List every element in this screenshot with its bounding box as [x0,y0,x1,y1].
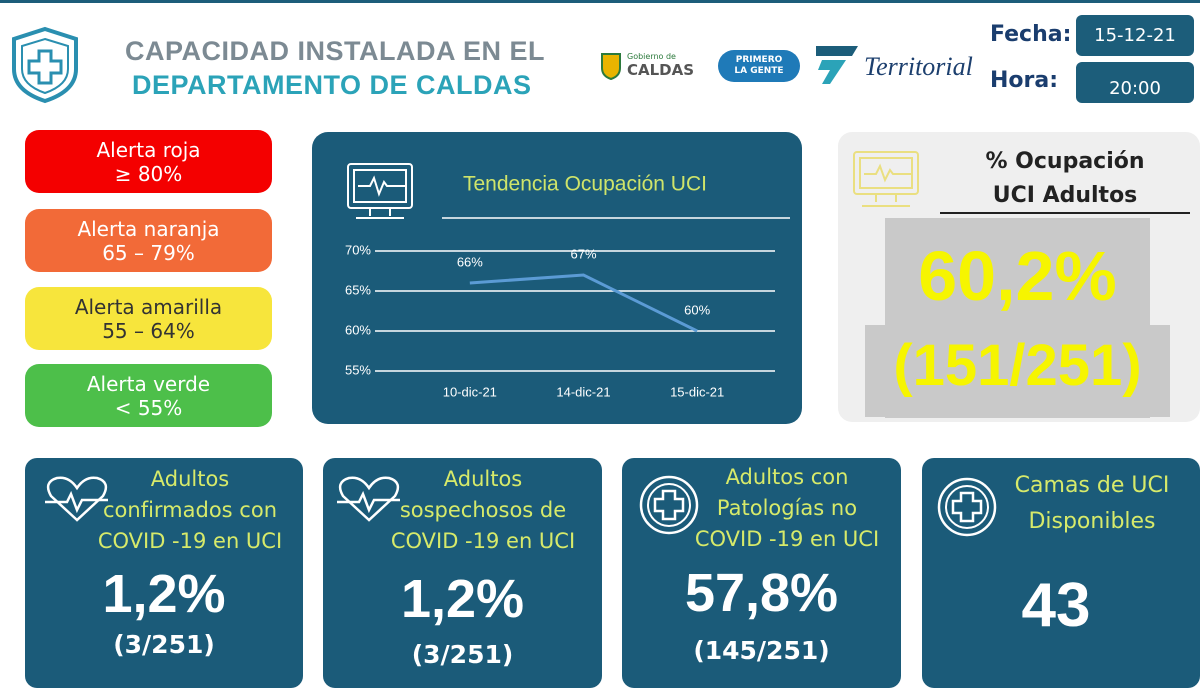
alert: Alerta naranja 65 – 79% [25,209,272,272]
data-label: 66% [457,254,483,269]
logo-badge: PRIMERO LA GENTE [718,50,800,82]
logo-text: Gobierno de [627,52,676,61]
alert-range: 65 – 79% [102,240,195,265]
card-fraction: (3/251) [411,640,514,669]
time-label: Hora: [990,68,1059,93]
data-label: 67% [570,246,596,261]
x-tick-label: 10-dic-21 [443,384,497,399]
x-tick-label: 14-dic-21 [556,384,610,399]
monitor-icon [347,163,413,219]
card-title: confirmados con [102,498,278,522]
logo-text: LA GENTE [734,66,784,76]
top-border [0,0,1200,3]
card-value: 1,2% [102,564,226,624]
title-line: CAPACIDAD INSTALADA EN EL [125,36,545,66]
logo-shield [601,53,621,80]
card-title: Camas de UCI [1014,473,1170,498]
card-title: sospechosos de [399,498,567,522]
occupancy-title-line: % Ocupación [985,149,1145,174]
alert-range: 55 – 64% [102,318,195,343]
logo-text: PRIMERO [735,55,783,65]
card-title: Adultos [443,467,523,491]
logo-mark [816,46,858,84]
alert: Alerta verde < 55% [25,364,272,427]
chart: Tendencia Ocupación UCI 55% 60% 65% 70% 10-d… [312,132,802,424]
occupancy-block [865,325,1170,417]
title-line: DEPARTAMENTO DE CALDAS [132,70,532,100]
cross-icon [937,477,997,537]
card-title: COVID -19 en UCI [390,529,576,553]
header-icon [12,26,78,104]
logo-text: CALDAS [627,61,695,79]
heart-icon [337,476,400,522]
alert-name: Alerta verde [86,371,211,396]
alert: Alerta roja ≥ 80% [25,130,272,193]
card-title: Disponibles [1028,509,1156,534]
y-tick-label: 70% [345,242,371,257]
monitor-icon [853,151,919,207]
card: Camas de UCI Disponibles 43 [922,458,1200,688]
card-fraction: (3/251) [113,630,215,659]
logo-text: Territorial [864,52,973,81]
card-value: 43 [1021,571,1091,640]
heart-icon [45,476,108,522]
card-fraction: (145/251) [693,636,830,665]
card: Adultos sospechosos de COVID -19 en UCI 1,… [323,458,602,688]
y-tick-label: 65% [345,282,371,297]
alert-name: Alerta amarilla [74,294,223,319]
card: Adultos con Patologías no COVID -19 en UCI… [622,458,901,688]
card-title: COVID -19 en UCI [97,529,283,553]
card-value: 1,2% [400,569,525,629]
alert-name: Alerta naranja [77,216,220,241]
card-value: 57,8% [684,563,839,623]
card-title: Adultos [150,467,230,491]
chart-title: Tendencia Ocupación UCI [463,173,707,196]
occupancy-rule [940,212,1190,214]
y-tick-label: 60% [345,322,371,337]
card-title: Adultos con [725,465,849,489]
alert-range: < 55% [114,395,183,420]
line [469,273,698,333]
occupancy-fraction: (151/251) [893,333,1142,398]
alert: Alerta amarilla 55 – 64% [25,287,272,350]
time-value: 20:00 [1076,62,1194,103]
date-label: Fecha: [990,22,1072,47]
occupancy-title: % Ocupación UCI Adultos [940,145,1190,213]
date-value: 15-12-21 [1076,15,1194,56]
data-label: 60% [684,302,710,317]
alert-range: ≥ 80% [114,161,183,186]
occupancy-value: 60,2% [918,237,1117,315]
cross-icon [639,475,699,535]
card-title: Patologías no [716,496,858,520]
card-title: COVID -19 en UCI [694,527,880,551]
x-tick-label: 15-dic-21 [670,384,724,399]
alert-name: Alerta roja [96,137,201,162]
y-tick-label: 55% [345,362,371,377]
occupancy-title-line: UCI Adultos [992,183,1138,208]
card: Adultos confirmados con COVID -19 en UCI 1… [25,458,303,688]
